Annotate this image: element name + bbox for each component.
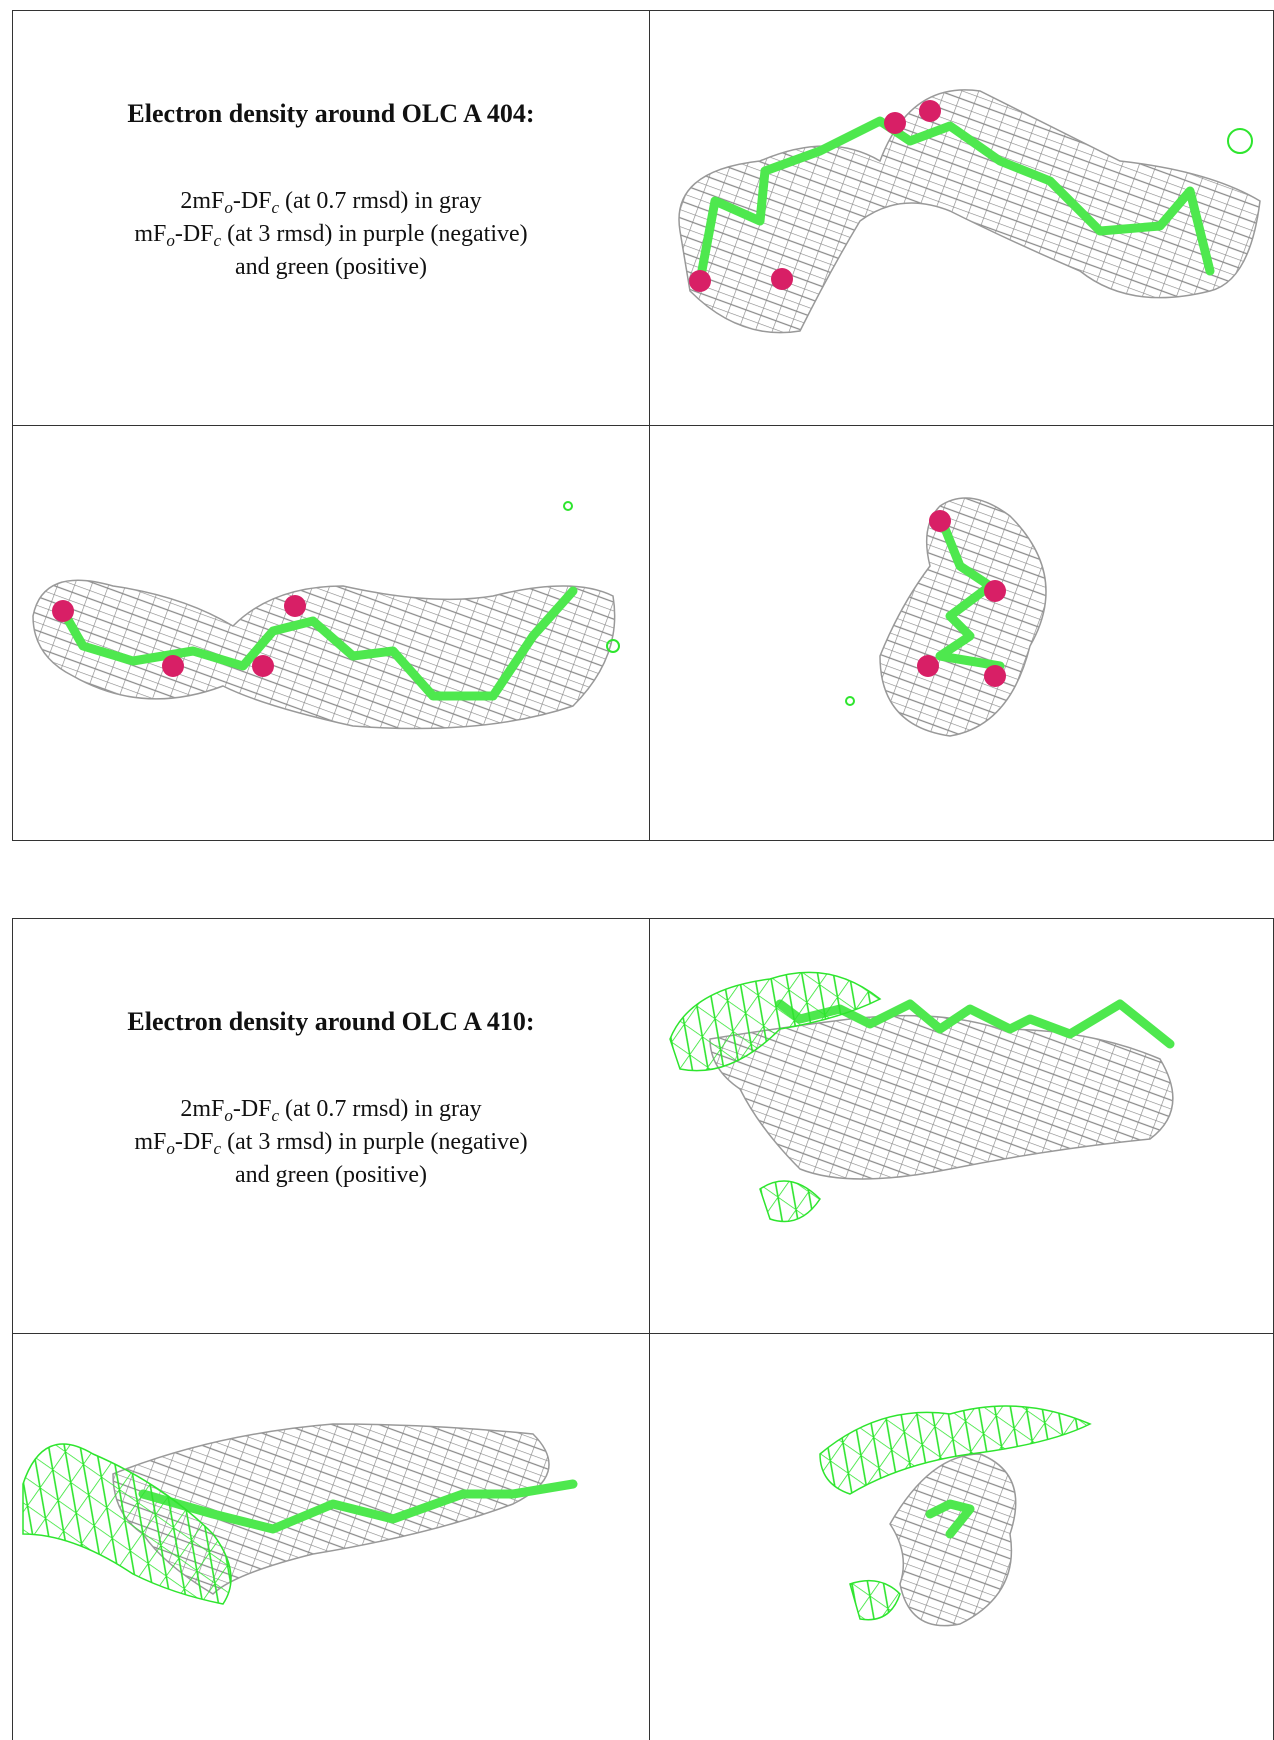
oxygen-atom [689,270,711,292]
positive-density-blob [563,501,573,511]
ligand-stick [925,1499,975,1539]
legend-text: -DF [174,221,214,247]
image-cell [649,425,1274,841]
positive-density-mesh [759,1180,821,1223]
legend-text: 2mF [180,1096,225,1122]
image-cell [649,10,1274,426]
image-cell [649,1333,1274,1740]
structure-render [845,497,1047,737]
legend-line: and green (positive) [13,251,649,284]
table-row [12,425,1274,841]
oxygen-atom [771,268,793,290]
subscript: c [213,231,222,250]
subscript: c [213,1139,222,1158]
positive-density-mesh [849,1579,901,1621]
density-mesh [32,579,616,730]
oxygen-atom [917,655,939,677]
figure-title: Electron density around OLC A 410: [127,1007,535,1036]
legend-text: mF [134,1129,167,1155]
caption-cell: Electron density around OLC A 404: 2mFo-D… [12,10,650,426]
legend-text: -DF [174,1129,214,1155]
positive-density-blob [1227,128,1253,154]
subscript: o [224,1106,233,1125]
positive-density-blob [606,639,620,653]
legend-line: and green (positive) [13,1159,649,1192]
ligand-stick [138,1479,578,1534]
structure-render [678,89,1261,334]
positive-density-mesh [22,1443,232,1605]
oxygen-atom [252,655,274,677]
table-row [12,1333,1274,1740]
oxygen-atom [284,595,306,617]
legend-text: -DF [232,188,272,214]
structure-render [819,1405,1092,1627]
ligand-stick [58,586,578,701]
legend-line: mFo-DFc (at 3 rmsd) in purple (negative) [13,1126,649,1159]
legend-text: (at 3 rmsd) in purple (negative) [221,1129,528,1155]
ligand-stick [935,511,1005,671]
legend-text: and green (positive) [235,254,427,280]
oxygen-atom [162,655,184,677]
image-cell [12,1333,650,1740]
figure-table: Electron density around OLC A 410: 2mFo-D… [12,918,1274,1740]
oxygen-atom [984,580,1006,602]
table-row: Electron density around OLC A 410: 2mFo-D… [12,918,1274,1334]
legend-text: (at 0.7 rmsd) in gray [279,188,482,214]
oxygen-atom [919,100,941,122]
legend-text: mF [134,221,167,247]
oxygen-atom [984,665,1006,687]
legend-text: (at 0.7 rmsd) in gray [279,1096,482,1122]
legend: 2mFo-DFc (at 0.7 rmsd) in gray mFo-DFc (a… [13,185,649,284]
subscript: c [271,198,280,217]
structure-render [32,501,620,730]
image-cell [12,425,650,841]
subscript: o [166,231,175,250]
density-mesh [879,497,1047,737]
oxygen-atom [884,112,906,134]
legend-line: mFo-DFc (at 3 rmsd) in purple (negative) [13,218,649,251]
caption-cell: Electron density around OLC A 410: 2mFo-D… [12,918,650,1334]
structure-render [669,971,1175,1223]
structure-render [22,1423,578,1605]
table-row: Electron density around OLC A 404: 2mFo-D… [12,10,1274,426]
subscript: o [166,1139,175,1158]
subscript: o [224,198,233,217]
positive-density-mesh [819,1405,1092,1495]
legend-text: (at 3 rmsd) in purple (negative) [221,221,528,247]
legend-line: 2mFo-DFc (at 0.7 rmsd) in gray [13,185,649,218]
legend-text: -DF [232,1096,272,1122]
density-mesh [889,1453,1017,1627]
subscript: c [271,1106,280,1125]
legend: 2mFo-DFc (at 0.7 rmsd) in gray mFo-DFc (a… [13,1093,649,1192]
density-mesh [709,1014,1174,1180]
positive-density-blob [845,696,855,706]
oxygen-atom [52,600,74,622]
figure-table: Electron density around OLC A 404: 2mFo-D… [12,10,1274,841]
legend-text: and green (positive) [235,1162,427,1188]
ligand-stick [695,116,1215,286]
figure-title: Electron density around OLC A 404: [127,99,535,128]
legend-text: 2mF [180,188,225,214]
oxygen-atom [929,510,951,532]
image-cell [649,918,1274,1334]
positive-density-mesh [669,971,882,1072]
legend-line: 2mFo-DFc (at 0.7 rmsd) in gray [13,1093,649,1126]
